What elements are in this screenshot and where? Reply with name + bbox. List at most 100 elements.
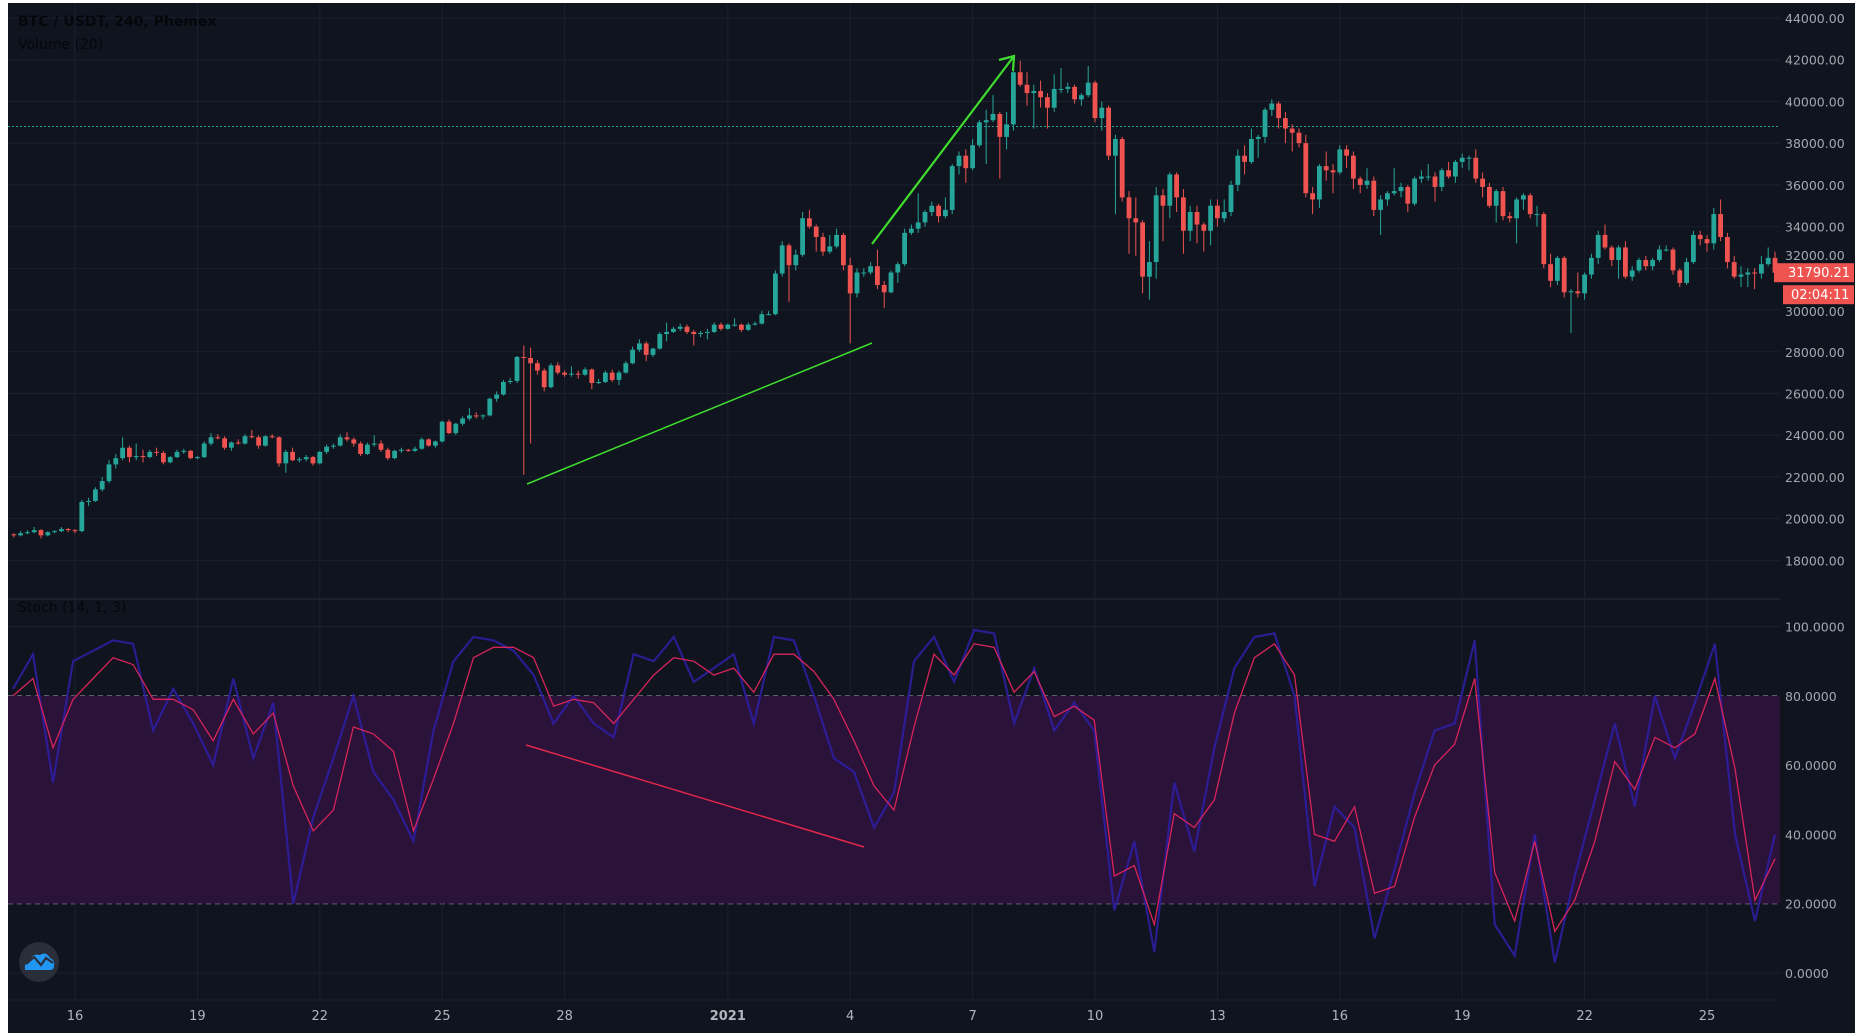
- candle: [59, 526, 64, 533]
- candle: [766, 311, 771, 316]
- candle: [1691, 230, 1696, 265]
- candle: [596, 378, 601, 385]
- price-axis[interactable]: 44000.00 42000.00 40000.00 38000.00 36000.00…: [1785, 11, 1845, 568]
- candle-body: [1004, 124, 1009, 137]
- candle: [1677, 268, 1683, 288]
- candle: [562, 370, 567, 377]
- candle: [1235, 149, 1241, 192]
- candle: [1330, 164, 1336, 194]
- price-tick-label: 34000.00: [1785, 220, 1845, 235]
- candle-body: [1228, 184, 1234, 212]
- candle-body: [1595, 234, 1601, 258]
- candle: [215, 434, 221, 440]
- candle-body: [1561, 257, 1567, 293]
- candle-body: [480, 415, 486, 417]
- support-trendline[interactable]: [526, 342, 873, 485]
- candle: [1412, 176, 1417, 206]
- candle-body: [412, 448, 418, 451]
- last-price-badge: 31790.21 02:04:11: [1774, 263, 1854, 305]
- candle: [1650, 257, 1655, 271]
- drawings[interactable]: [525, 54, 1016, 848]
- candle: [548, 363, 554, 389]
- candle: [38, 529, 44, 539]
- candle-body: [990, 113, 996, 121]
- candle: [664, 322, 669, 342]
- candle: [1514, 197, 1519, 244]
- candle-body: [902, 232, 907, 265]
- candle-body: [351, 439, 357, 444]
- candle-body: [1704, 239, 1710, 244]
- candle-body: [1745, 272, 1751, 275]
- time-axis[interactable]: 16 19 22 25 28 2021 4 7 10 13 16 19 22 25: [67, 1009, 1716, 1024]
- candle: [201, 441, 207, 459]
- candle: [419, 437, 425, 450]
- candle-body: [936, 205, 941, 217]
- candle-body: [732, 324, 737, 326]
- candle-body: [256, 437, 261, 446]
- candle: [195, 456, 200, 460]
- stoch-legend[interactable]: Stoch (14, 1, 3): [18, 600, 126, 616]
- stoch-band: [8, 695, 1780, 904]
- candle-body: [1609, 247, 1615, 260]
- stoch-tick-label: 20.0000: [1785, 897, 1837, 912]
- candle-body: [1208, 205, 1213, 231]
- candle: [1289, 124, 1295, 152]
- candle: [949, 164, 955, 215]
- candle-body: [310, 457, 316, 464]
- candle-body: [1174, 174, 1179, 198]
- candle-body: [1153, 195, 1159, 263]
- candle-body: [263, 436, 268, 446]
- candle-body: [541, 370, 547, 388]
- price-tick-label: 32000.00: [1785, 248, 1845, 263]
- candle-body: [997, 113, 1003, 137]
- candle: [310, 456, 316, 466]
- volume-legend[interactable]: Volume (20): [18, 37, 103, 53]
- candle-body: [1711, 214, 1717, 244]
- candle-body: [1684, 262, 1689, 283]
- candle-body: [1133, 218, 1139, 223]
- candle: [970, 138, 975, 171]
- candle: [351, 437, 357, 447]
- candle-body: [766, 314, 771, 316]
- stoch-divergence-line[interactable]: [525, 744, 865, 848]
- countdown-box: [1783, 285, 1854, 305]
- candle-body: [963, 155, 969, 169]
- candle: [1657, 245, 1662, 263]
- candle-body: [1534, 214, 1540, 216]
- candle-body: [1487, 186, 1492, 206]
- candle-body: [399, 449, 404, 451]
- price-tick-label: 36000.00: [1785, 178, 1845, 193]
- candle: [909, 224, 914, 235]
- candle: [807, 209, 812, 229]
- trend-arrow[interactable]: [871, 55, 1015, 245]
- candle: [235, 439, 241, 445]
- candle-body: [1507, 216, 1513, 219]
- candle-body: [1255, 136, 1261, 139]
- candle-body: [1140, 222, 1145, 277]
- time-tick-label: 22: [312, 1009, 329, 1024]
- candle-body: [1602, 234, 1608, 248]
- candle-body: [664, 331, 669, 335]
- candle-body: [1629, 270, 1635, 277]
- candle: [1500, 186, 1506, 221]
- candle: [643, 341, 649, 362]
- candle-body: [1262, 109, 1268, 137]
- candle: [1167, 172, 1173, 219]
- candle: [181, 448, 187, 454]
- tradingview-logo[interactable]: [19, 942, 59, 982]
- candle: [1337, 145, 1343, 175]
- candle-body: [943, 209, 948, 217]
- time-tick-label: 13: [1209, 1009, 1226, 1024]
- candle-body: [113, 458, 119, 465]
- candle: [106, 460, 112, 484]
- stoch-axis[interactable]: 100.0000 80.0000 60.0000 40.0000 20.0000 0.00…: [1785, 620, 1845, 982]
- candle: [1425, 164, 1431, 181]
- candle: [582, 367, 588, 376]
- symbol-title[interactable]: BTC / USDT, 240, Phemex: [18, 14, 216, 30]
- candle-body: [1017, 72, 1023, 85]
- time-tick-label: 16: [1332, 1009, 1349, 1024]
- candle: [256, 435, 261, 449]
- candle-body: [888, 272, 894, 293]
- candle-body: [841, 234, 846, 266]
